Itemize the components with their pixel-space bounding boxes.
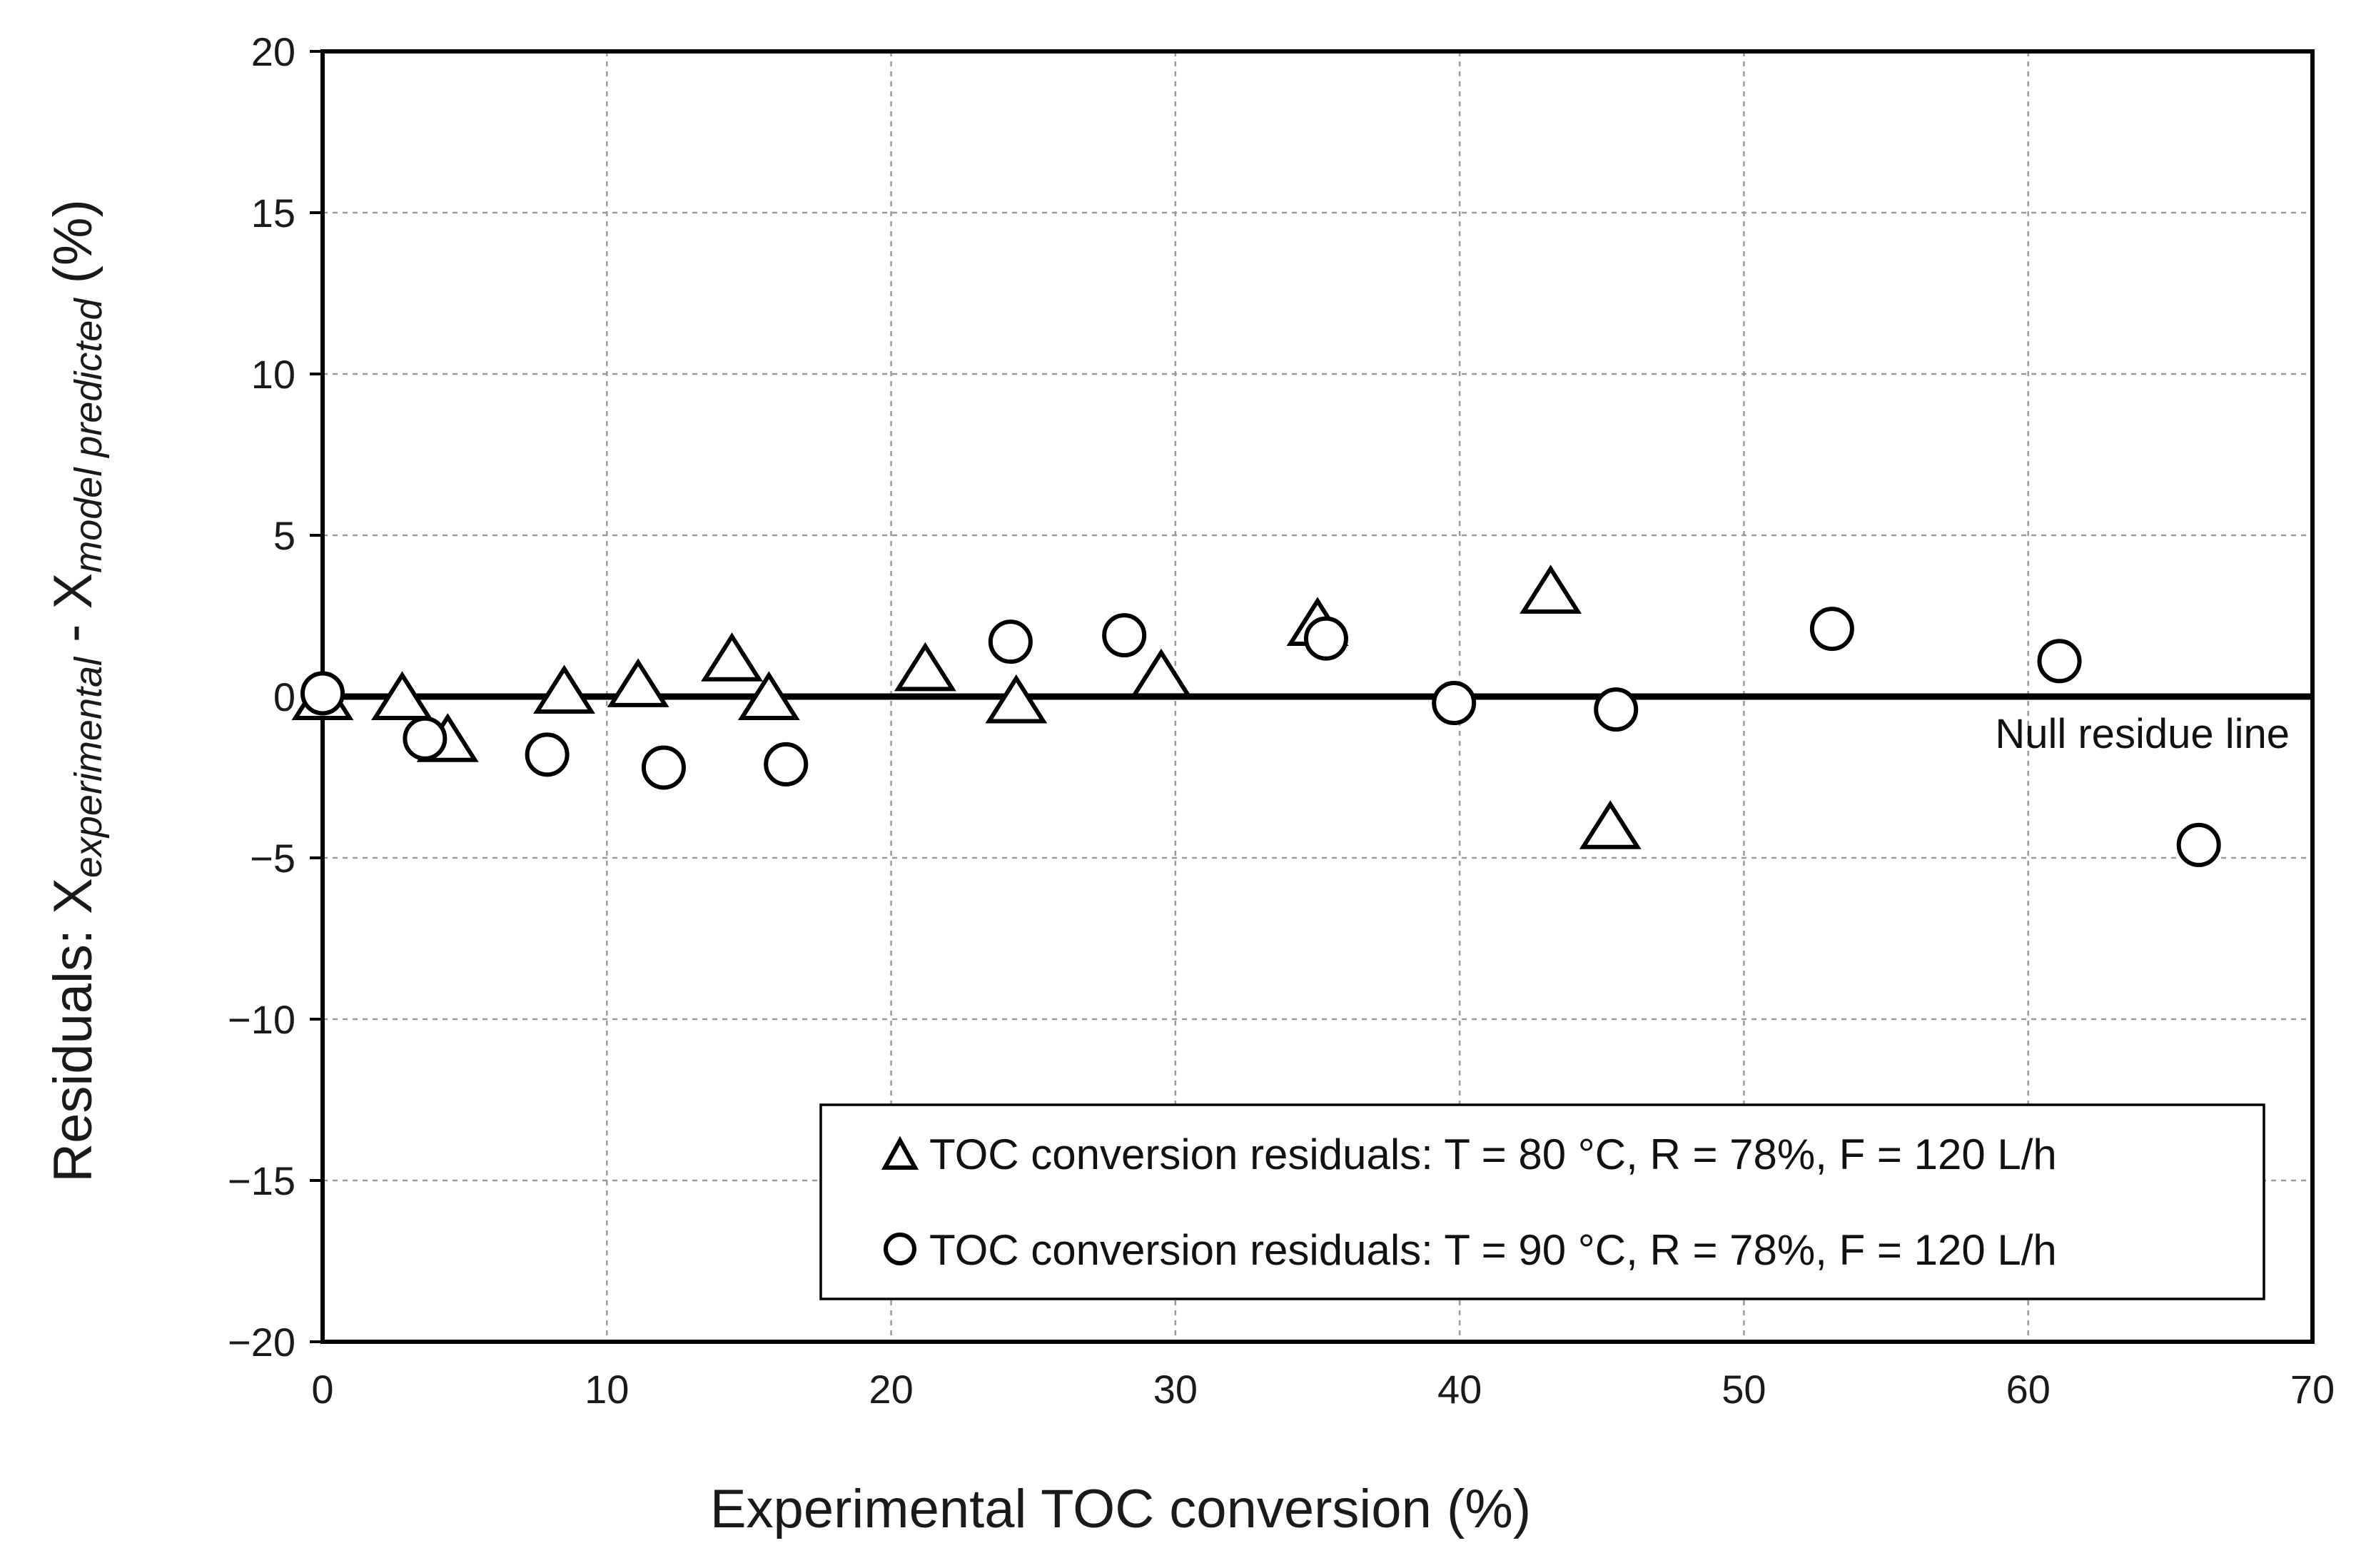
- y-tick-label: 0: [273, 674, 295, 719]
- x-tick-label: 20: [869, 1367, 913, 1412]
- triangle-point: [533, 664, 595, 714]
- triangle-point: [701, 632, 763, 682]
- circle-point: [1809, 607, 1854, 652]
- circle-point: [525, 732, 570, 777]
- x-tick-labels: 0 10 20 30 40 50 60 70: [311, 1367, 2335, 1412]
- x-axis-title: Experimental TOC conversion (%): [710, 1479, 1531, 1539]
- y-tick-label: −5: [250, 836, 295, 881]
- y-tick-label: −15: [228, 1158, 295, 1203]
- circle-point: [1594, 687, 1639, 732]
- circle-point: [1102, 613, 1147, 658]
- y-tick-label: −20: [228, 1320, 295, 1365]
- series-90c-circles: [300, 607, 2221, 867]
- y-tick-label: 5: [273, 513, 295, 558]
- triangle-point: [371, 671, 433, 720]
- x-tick-label: 40: [1437, 1367, 1482, 1412]
- x-tick-label: 0: [311, 1367, 333, 1412]
- triangle-point: [985, 674, 1048, 724]
- circle-point: [2176, 822, 2221, 867]
- null-residue-label: Null residue line: [1995, 711, 2290, 757]
- circle-point: [403, 716, 448, 761]
- y-tick-label: −10: [228, 997, 295, 1042]
- y-tick-label: 10: [251, 352, 295, 397]
- circle-point: [1432, 681, 1477, 726]
- circle-point: [300, 671, 345, 716]
- legend-triangle-marker: [881, 1135, 919, 1170]
- circle-point: [1303, 616, 1348, 661]
- triangle-point: [607, 658, 669, 707]
- y-tick-label: 15: [251, 191, 295, 236]
- legend-label-80c: TOC conversion residuals: T = 80 °C, R =…: [929, 1131, 2057, 1178]
- legend-circle-marker: [884, 1233, 916, 1265]
- circle-point: [641, 745, 686, 790]
- circle-point: [764, 742, 809, 786]
- triangle-point: [1579, 800, 1642, 849]
- y-tick-label: 20: [251, 29, 295, 74]
- x-tick-label: 50: [1722, 1367, 1766, 1412]
- y-tick-labels: 20 15 10 5 0 −5 −10 −15 −20: [228, 29, 295, 1365]
- circle-point: [2037, 639, 2082, 684]
- x-tick-label: 10: [585, 1367, 629, 1412]
- triangle-point: [1520, 565, 1582, 614]
- legend-label-90c: TOC conversion residuals: T = 90 °C, R =…: [929, 1226, 2057, 1274]
- legend-box: [819, 1103, 2265, 1300]
- y-axis-title: Residuals: Xexperimental - Xmodel predic…: [43, 199, 110, 1183]
- triangle-point: [737, 671, 800, 720]
- legend: TOC conversion residuals: T = 80 °C, R =…: [819, 1103, 2265, 1300]
- circle-point: [988, 619, 1033, 664]
- series-80c-triangles: [291, 565, 1642, 849]
- triangle-point: [1130, 648, 1193, 698]
- x-tick-label: 60: [2006, 1367, 2051, 1412]
- x-tick-label: 70: [2290, 1367, 2335, 1412]
- triangle-point: [894, 642, 956, 692]
- x-tick-label: 30: [1153, 1367, 1198, 1412]
